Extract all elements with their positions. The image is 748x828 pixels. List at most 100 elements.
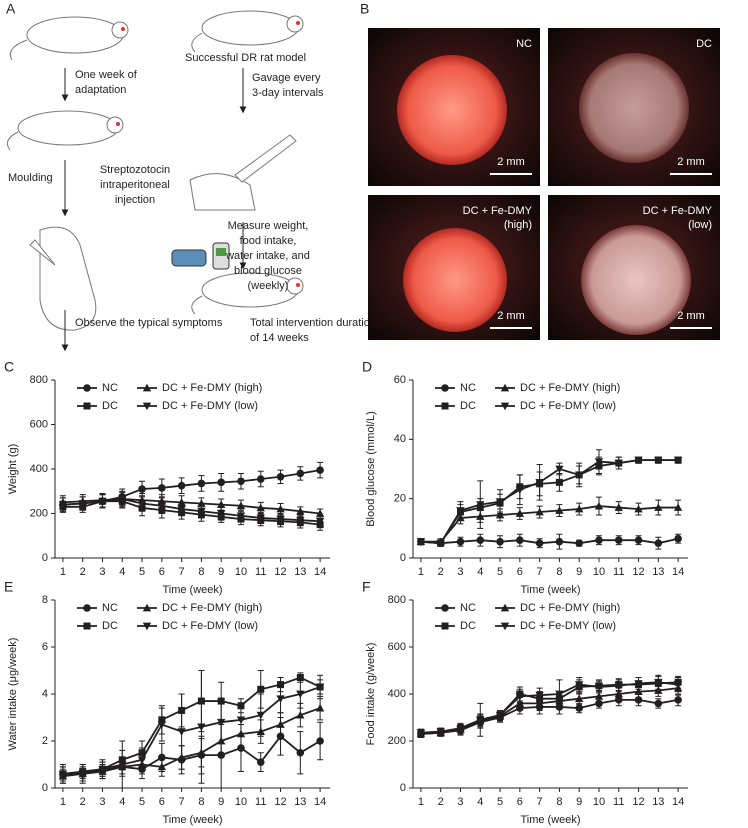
- marker: [296, 710, 305, 719]
- marker: [634, 536, 643, 544]
- x-tick-label: 9: [576, 796, 582, 808]
- legend-marker: [83, 402, 91, 410]
- marker: [496, 537, 504, 546]
- legend-label: DC + Fe-DMY (low): [520, 620, 616, 632]
- marker: [535, 478, 544, 487]
- marker: [118, 761, 127, 769]
- marker: [217, 478, 225, 487]
- y-tick-label: 200: [30, 507, 48, 519]
- x-tick-label: 12: [632, 796, 644, 808]
- x-tick-label: 3: [457, 796, 463, 808]
- marker: [535, 699, 544, 707]
- marker: [456, 537, 465, 546]
- x-axis-title: Time (week): [162, 584, 222, 596]
- marker: [236, 501, 246, 510]
- marker: [78, 500, 87, 508]
- marker: [555, 465, 564, 474]
- step-text: Measure weight,: [228, 220, 309, 232]
- x-tick-label: 10: [593, 566, 605, 578]
- marker: [58, 501, 68, 509]
- marker: [555, 478, 563, 486]
- step-text: injection: [115, 194, 155, 206]
- step-text: of 14 weeks: [250, 332, 309, 344]
- y-tick-label: 800: [388, 594, 406, 606]
- marker: [276, 504, 285, 513]
- marker: [574, 504, 584, 513]
- x-tick-label: 4: [477, 796, 483, 808]
- x-tick-label: 8: [198, 566, 204, 578]
- series-line: [62, 686, 321, 775]
- marker: [256, 514, 265, 523]
- marker: [276, 515, 285, 524]
- marker: [296, 748, 305, 757]
- x-tick-label: 13: [294, 796, 306, 808]
- y-tick-label: 6: [42, 641, 48, 653]
- schematic-texts: One week of adaptation Moulding Streptozoto…: [8, 52, 376, 344]
- legend-label: DC: [460, 400, 476, 412]
- step-text: Gavage every: [252, 72, 321, 84]
- x-tick-label: 10: [593, 796, 605, 808]
- x-tick-label: 8: [556, 796, 562, 808]
- x-tick-label: 7: [537, 566, 543, 578]
- marker: [574, 471, 584, 480]
- x-tick-label: 8: [556, 566, 562, 578]
- x-tick-label: 13: [652, 796, 664, 808]
- scale-label: 2 mm: [677, 310, 705, 322]
- marker: [555, 537, 564, 546]
- marker: [515, 692, 525, 701]
- marker: [416, 729, 426, 737]
- marker: [276, 695, 285, 703]
- marker: [516, 536, 524, 544]
- marker: [654, 699, 663, 708]
- marker: [256, 711, 265, 720]
- marker: [256, 503, 265, 512]
- y-tick-label: 60: [394, 374, 406, 386]
- marker: [157, 721, 167, 729]
- x-tick-label: 5: [139, 566, 145, 578]
- legend-marker: [441, 402, 449, 410]
- legend-marker: [500, 383, 510, 392]
- legend-label: DC + Fe-DMY (high): [520, 602, 620, 614]
- marker: [276, 472, 285, 481]
- legend-label: DC: [102, 400, 118, 412]
- marker: [236, 512, 246, 520]
- step-text: (weekly): [248, 280, 289, 292]
- marker: [673, 503, 683, 511]
- marker: [674, 696, 682, 704]
- marker: [296, 516, 305, 525]
- marker: [634, 504, 643, 513]
- series-line: [420, 459, 679, 545]
- schematic-drawings: [6, 10, 304, 352]
- marker: [555, 506, 564, 514]
- y-axis-title: Water intake (μg/week): [7, 638, 19, 751]
- y-tick-label: 8: [42, 594, 48, 606]
- x-tick-label: 6: [517, 566, 523, 578]
- marker: [614, 689, 623, 698]
- step-text: 3-day intervals: [252, 87, 324, 99]
- marker: [316, 466, 324, 474]
- marker: [614, 536, 623, 544]
- x-tick-label: 2: [80, 796, 86, 808]
- x-tick-label: 6: [517, 796, 523, 808]
- marker: [137, 756, 147, 764]
- photo-label: DC + Fe-DMY: [643, 205, 713, 217]
- x-tick-label: 2: [80, 566, 86, 578]
- marker: [276, 720, 285, 728]
- marker: [177, 728, 186, 736]
- marker: [673, 456, 683, 465]
- marker: [256, 475, 265, 483]
- legend-label: NC: [460, 602, 476, 614]
- marker: [158, 484, 166, 492]
- photo-grid: [368, 28, 720, 340]
- panel-label: E: [4, 579, 13, 595]
- y-tick-label: 400: [30, 463, 48, 475]
- x-tick-label: 5: [497, 796, 503, 808]
- series-line: [420, 681, 679, 734]
- marker: [157, 502, 167, 510]
- x-tick-label: 10: [235, 566, 247, 578]
- x-tick-label: 6: [159, 566, 165, 578]
- y-tick-label: 200: [388, 735, 406, 747]
- legend-marker: [142, 383, 152, 392]
- x-tick-label: 1: [418, 796, 424, 808]
- marker: [594, 458, 604, 466]
